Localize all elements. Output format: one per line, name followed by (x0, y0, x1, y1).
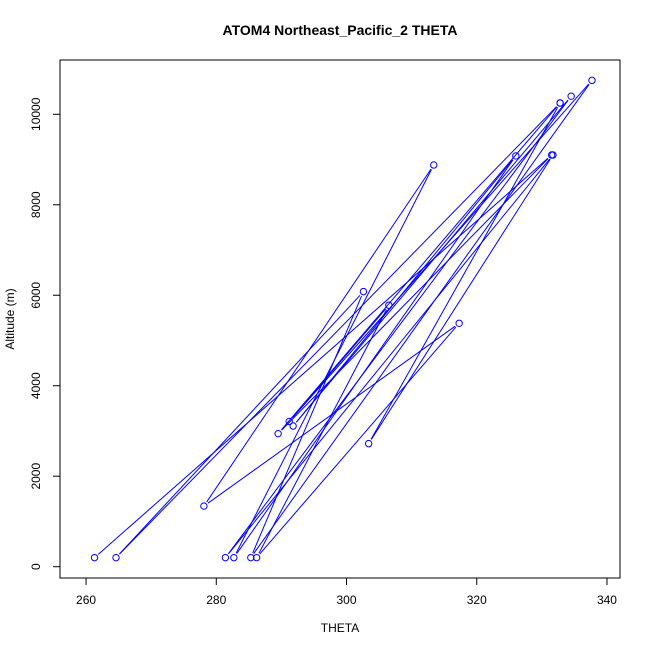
data-point (90, 553, 99, 562)
series-segment (206, 168, 432, 503)
x-tick-label: 300 (336, 593, 356, 607)
y-tick-label: 2000 (29, 463, 43, 490)
series-segment (370, 107, 559, 440)
data-point (230, 553, 238, 562)
series-segment (295, 99, 569, 423)
series-segment (235, 169, 432, 554)
data-point (221, 553, 230, 562)
y-tick-label: 0 (29, 563, 43, 570)
y-axis-label: Altitude (m) (3, 288, 17, 349)
data-point (274, 429, 282, 438)
data-point (430, 161, 438, 169)
series-segment (253, 84, 590, 554)
data-point (247, 553, 255, 562)
data-point (289, 422, 297, 430)
y-tick-label: 6000 (29, 282, 43, 309)
data-point (112, 553, 120, 562)
y-tick-label: 4000 (29, 372, 43, 399)
x-tick-label: 340 (597, 593, 617, 607)
data-point (455, 319, 463, 327)
series-segment (227, 99, 569, 554)
series-segment (252, 296, 362, 554)
y-axis: 0 2000 4000 6000 8000 10000 (29, 97, 61, 570)
data-point (385, 301, 393, 309)
series-segment (295, 159, 514, 423)
y-tick-label: 8000 (29, 191, 43, 218)
data-point (359, 287, 368, 296)
chart-title: ATOM4 Northeast_Pacific_2 THETA (223, 22, 458, 38)
data-point (549, 151, 557, 159)
data-point (567, 92, 575, 100)
x-axis: 260 280 300 320 340 (76, 577, 617, 607)
series-segment (281, 106, 558, 431)
data-point (200, 502, 208, 510)
series-segment (236, 159, 514, 554)
x-tick-label: 260 (76, 593, 96, 607)
series-segment (97, 157, 549, 555)
series-segment (259, 326, 457, 555)
series-segment (228, 158, 551, 555)
x-tick-label: 280 (206, 593, 226, 607)
x-tick-label: 320 (467, 593, 487, 607)
series-segment (119, 106, 557, 555)
data-point (252, 553, 261, 562)
series-segment (207, 325, 456, 504)
y-tick-label: 10000 (29, 97, 43, 131)
data-series (90, 76, 596, 562)
series-segment (292, 308, 386, 418)
data-point (556, 99, 564, 107)
series-segment (119, 294, 361, 555)
data-point (512, 152, 520, 160)
data-point (588, 76, 596, 85)
data-point (285, 417, 293, 426)
x-axis-label: THETA (321, 621, 359, 635)
data-point (364, 439, 373, 448)
series-segment (370, 158, 551, 440)
